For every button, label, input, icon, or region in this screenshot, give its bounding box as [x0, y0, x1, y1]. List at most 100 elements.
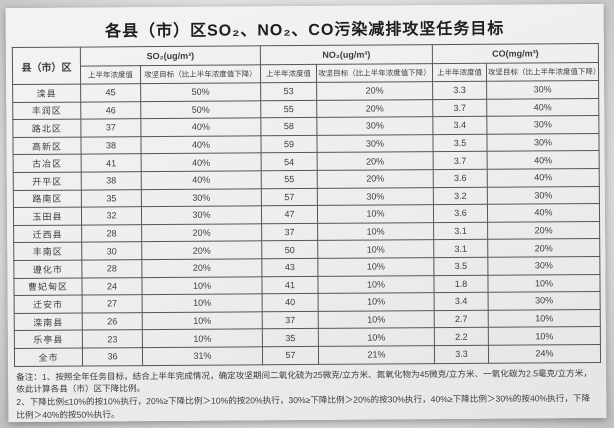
value-cell: 23 — [82, 329, 143, 348]
header-region: 县（市）区 — [12, 47, 81, 85]
value-cell: 3.7 — [432, 98, 487, 117]
footnotes: 备注：1、按照全年任务目标，结合上半年完成情况，确定攻坚期间二氧化硫为25微克/… — [14, 366, 600, 421]
value-cell: 30% — [488, 291, 601, 310]
value-cell: 50% — [140, 82, 261, 102]
value-cell: 30% — [486, 80, 599, 99]
value-cell: 40% — [140, 118, 261, 137]
value-cell: 28 — [81, 224, 142, 243]
region-name-cell: 滦南县 — [14, 312, 83, 331]
value-cell: 57 — [262, 346, 319, 365]
header-no2-goal: 攻坚目标（比上半年浓度值下降） — [316, 63, 433, 83]
header-no2: NO₂(ug/m³) — [260, 44, 433, 65]
table-header: 县（市）区 SO₂(ug/m³) NO₂(ug/m³) CO(mg/m³) 上半… — [12, 43, 599, 85]
value-cell: 46 — [80, 101, 141, 120]
value-cell: 30% — [141, 205, 262, 225]
value-cell: 40% — [141, 170, 262, 190]
header-so2-value: 上半年浓度值 — [80, 65, 141, 85]
header-co: CO(mg/m³) — [432, 43, 599, 64]
value-cell: 37 — [261, 223, 318, 242]
header-so2: SO₂(ug/m³) — [80, 45, 261, 67]
region-name-cell: 路南区 — [13, 189, 82, 208]
value-cell: 28 — [81, 259, 142, 278]
value-cell: 30% — [486, 115, 599, 135]
value-cell: 40% — [141, 153, 262, 172]
region-name-cell: 乐亭县 — [14, 330, 83, 349]
value-cell: 10% — [488, 326, 601, 346]
value-cell: 20% — [487, 221, 600, 240]
value-cell: 43 — [261, 258, 318, 277]
value-cell: 10% — [317, 204, 434, 224]
value-cell: 30% — [316, 134, 434, 153]
value-cell: 35 — [81, 189, 142, 208]
value-cell: 10% — [142, 311, 263, 330]
value-cell: 40% — [487, 203, 600, 222]
value-cell: 58 — [260, 117, 317, 136]
value-cell: 37 — [262, 311, 319, 330]
value-cell: 30 — [81, 241, 142, 261]
value-cell: 10% — [141, 276, 263, 295]
value-cell: 10% — [488, 309, 601, 328]
value-cell: 38 — [80, 136, 142, 155]
value-cell: 2.2 — [434, 327, 489, 346]
value-cell: 3.1 — [433, 239, 488, 258]
value-cell: 20% — [316, 99, 433, 118]
value-cell: 40% — [487, 168, 600, 187]
value-cell: 2.7 — [434, 309, 489, 328]
value-cell: 30% — [487, 256, 600, 275]
value-cell: 50% — [140, 100, 261, 119]
value-cell: 3.5 — [432, 134, 488, 152]
value-cell: 20% — [141, 258, 262, 278]
value-cell: 30% — [316, 116, 433, 136]
value-cell: 30% — [486, 133, 600, 152]
value-cell: 3.2 — [433, 186, 488, 205]
footnote-2: 2、下降比例≤10%的按10%执行，20%≥下降比例＞10%的按20%执行，30… — [16, 393, 591, 420]
value-cell: 3.5 — [433, 257, 488, 276]
footnote-1: 备注：1、按照全年任务目标，结合上半年完成情况，确定攻坚期间二氧化硫为25微克/… — [16, 367, 592, 394]
region-name-cell: 丰润区 — [12, 101, 81, 120]
value-cell: 40% — [487, 150, 600, 170]
value-cell: 10% — [317, 239, 434, 259]
value-cell: 50 — [261, 240, 318, 259]
value-cell: 37 — [80, 118, 141, 137]
value-cell: 10% — [142, 329, 263, 348]
value-cell: 24% — [488, 344, 601, 363]
value-cell: 3.1 — [433, 221, 488, 240]
value-cell: 30% — [141, 188, 262, 207]
value-cell: 20% — [141, 223, 262, 242]
value-cell: 20% — [316, 81, 433, 101]
value-cell: 26 — [82, 312, 143, 331]
value-cell: 59 — [260, 135, 318, 154]
value-cell: 55 — [260, 100, 317, 119]
pollution-reduction-table: 县（市）区 SO₂(ug/m³) NO₂(ug/m³) CO(mg/m³) 上半… — [11, 42, 602, 367]
table-row: 全市 36 31% 57 21% 3.3 24% — [14, 344, 601, 367]
header-so2-goal: 攻坚目标（比上半年浓度值下降） — [140, 64, 261, 84]
value-cell: 32 — [81, 206, 142, 225]
value-cell: 38 — [81, 171, 142, 190]
document-title: 各县（市）区SO₂、NO₂、CO污染减排攻坚任务目标 — [104, 20, 505, 41]
header-no2-value: 上半年浓度值 — [260, 64, 317, 83]
value-cell: 10% — [318, 327, 435, 347]
region-name-cell: 玉田县 — [13, 207, 82, 226]
value-cell: 54 — [261, 152, 318, 171]
value-cell: 10% — [317, 257, 434, 276]
region-name-cell: 路北区 — [12, 119, 81, 138]
region-name-cell: 迁西县 — [13, 224, 82, 243]
value-cell: 3.6 — [433, 204, 488, 223]
region-name-cell: 迁安市 — [14, 295, 83, 314]
value-cell: 30% — [487, 186, 600, 205]
value-cell: 35 — [262, 328, 319, 347]
region-name-cell: 高新区 — [12, 136, 82, 155]
value-cell: 3.3 — [434, 345, 489, 364]
value-cell: 41 — [261, 275, 319, 294]
value-cell: 30% — [317, 187, 434, 206]
value-cell: 53 — [260, 82, 317, 101]
value-cell: 3.4 — [434, 292, 489, 311]
value-cell: 40% — [486, 98, 599, 117]
value-cell: 10% — [487, 273, 601, 293]
value-cell: 20% — [487, 238, 600, 258]
region-name-cell: 曹妃甸区 — [13, 277, 83, 296]
value-cell: 3.6 — [433, 169, 488, 188]
value-cell: 24 — [81, 277, 143, 296]
region-name-cell: 古冶区 — [13, 154, 82, 173]
